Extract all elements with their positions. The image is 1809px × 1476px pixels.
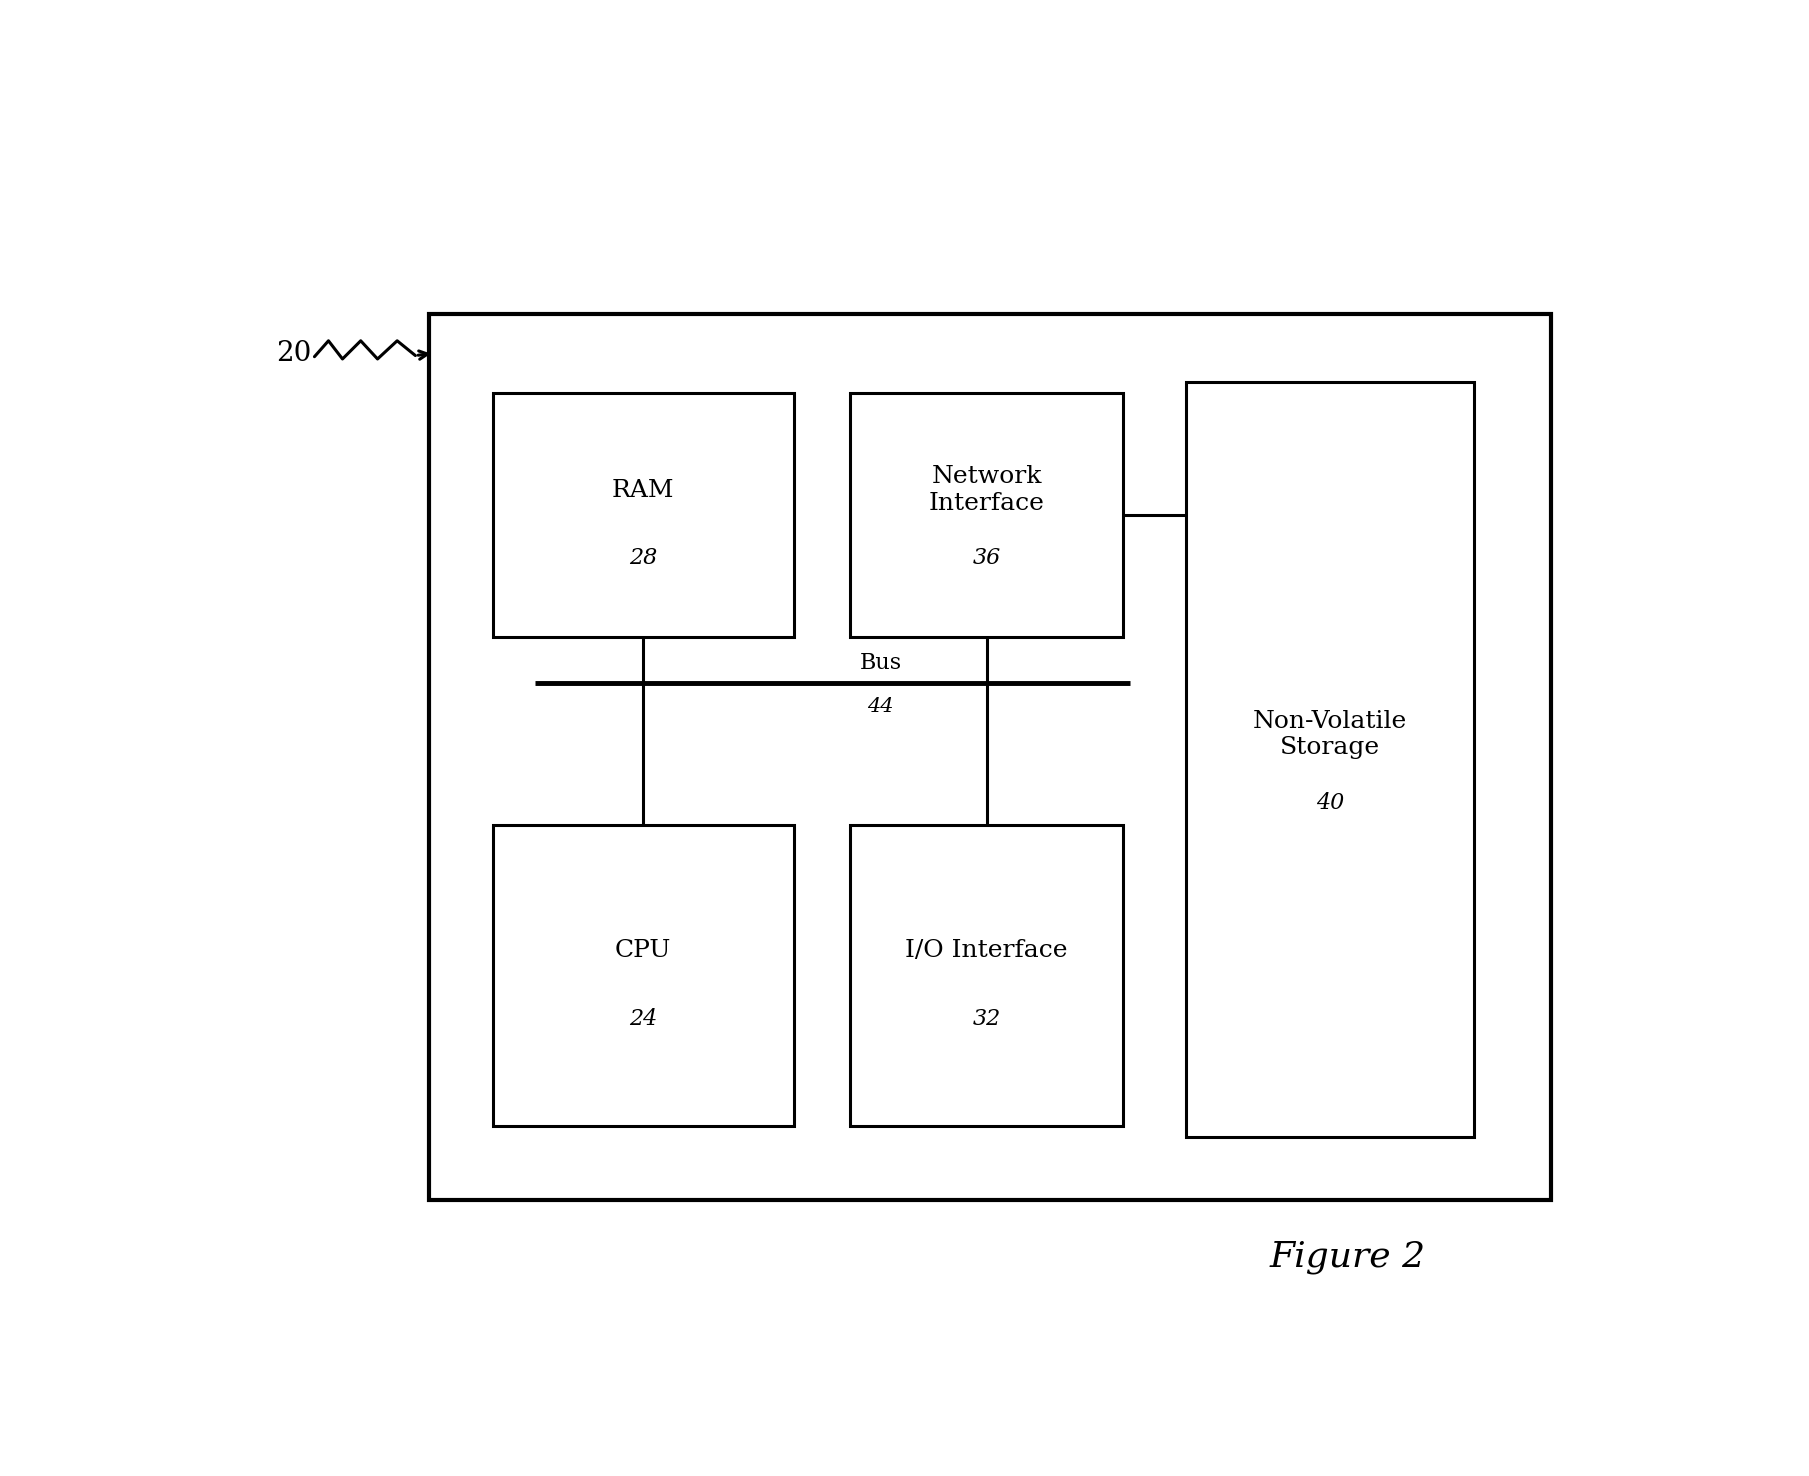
Text: Network
Interface: Network Interface <box>928 465 1044 515</box>
Text: Bus: Bus <box>859 652 903 673</box>
Text: Figure 2: Figure 2 <box>1270 1240 1425 1274</box>
Text: 44: 44 <box>867 697 894 716</box>
Bar <box>492 825 794 1126</box>
Text: 24: 24 <box>630 1008 657 1030</box>
Text: 20: 20 <box>275 339 311 366</box>
Text: CPU: CPU <box>615 939 671 962</box>
Text: 28: 28 <box>630 548 657 570</box>
Text: I/O Interface: I/O Interface <box>906 939 1067 962</box>
Text: Non-Volatile
Storage: Non-Volatile Storage <box>1254 710 1407 759</box>
Bar <box>429 313 1550 1200</box>
Bar <box>492 393 794 638</box>
Text: 32: 32 <box>973 1008 1000 1030</box>
Bar <box>850 825 1123 1126</box>
Text: 36: 36 <box>973 548 1000 570</box>
Text: RAM: RAM <box>611 478 675 502</box>
Bar <box>850 393 1123 638</box>
Bar <box>1187 382 1474 1138</box>
Text: 40: 40 <box>1317 791 1344 813</box>
